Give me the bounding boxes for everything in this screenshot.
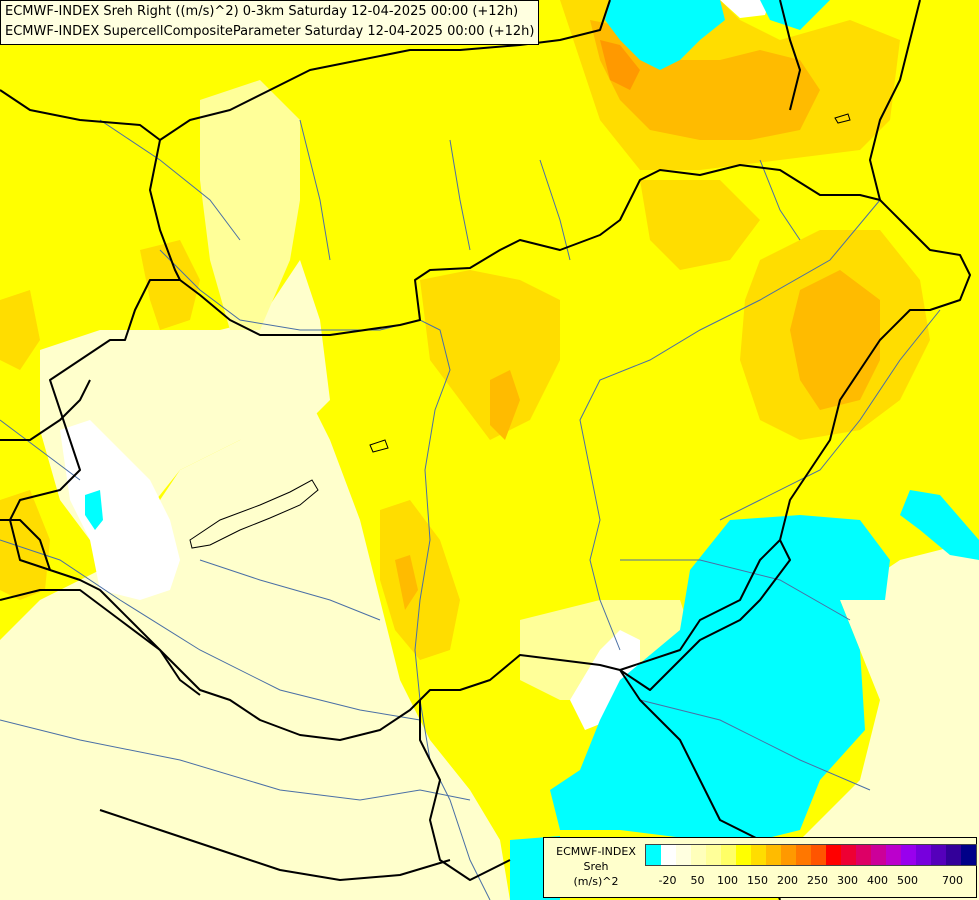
- title-scp: ECMWF-INDEX SupercellCompositeParameter …: [5, 24, 535, 39]
- lake-small-north: [834, 113, 851, 124]
- legend-tick-label: 50: [690, 874, 705, 887]
- gold-region-south-center: [380, 500, 460, 660]
- river-sava: [0, 719, 471, 801]
- gold-region-southwest-edge: [0, 490, 50, 600]
- legend-swatch: [826, 845, 841, 865]
- gold-region-northeast: [640, 180, 760, 270]
- legend-swatch: [661, 845, 676, 865]
- legend-tick-label: 700: [942, 874, 963, 887]
- river-north-2: [299, 119, 331, 261]
- legend-swatch: [871, 845, 886, 865]
- legend-tick-label: 250: [807, 874, 828, 887]
- lake-balaton: [189, 479, 319, 549]
- legend-swatch: [796, 845, 811, 865]
- legend-swatch: [811, 845, 826, 865]
- orange-spot-south-center: [395, 555, 418, 610]
- cyan-region-northeast: [760, 0, 830, 30]
- legend-tick-label: 500: [897, 874, 918, 887]
- title-sreh: ECMWF-INDEX Sreh Right ((m/s)^2) 0-3km S…: [5, 4, 519, 19]
- border-hungary: [9, 164, 971, 741]
- legend-tick-label: 100: [717, 874, 738, 887]
- lake-small-center: [369, 439, 389, 453]
- cyan-region-southeast-main: [550, 515, 890, 840]
- legend-swatch: [676, 845, 691, 865]
- gold-region-center: [420, 270, 560, 440]
- legend-swatch: [841, 845, 856, 865]
- legend-title: ECMWF-INDEX Sreh (m/s)^2: [548, 844, 644, 889]
- legend-ticks: -20 50 100 150 200 250 300 400 500 700: [645, 874, 975, 890]
- river-west-2: [0, 419, 81, 481]
- legend-tick-label: 150: [747, 874, 768, 887]
- legend-title-unit: (m/s)^2: [573, 875, 619, 888]
- river-east-1: [719, 309, 941, 521]
- border-slovenia: [0, 519, 51, 571]
- legend-swatch: [901, 845, 916, 865]
- legend-swatch: [931, 845, 946, 865]
- legend-swatch: [646, 845, 661, 865]
- legend-tick-label: 400: [867, 874, 888, 887]
- cyan-region-west-spot: [85, 490, 103, 530]
- cyan-region-east-edge: [900, 490, 979, 560]
- gold-region-west-edge: [0, 290, 40, 370]
- river-northeast: [759, 159, 801, 241]
- legend-swatches: [645, 844, 977, 866]
- legend-tick-label: -20: [658, 874, 677, 887]
- border-bottom-left: [99, 809, 451, 881]
- border-north-1: [159, 0, 611, 141]
- orange-spot-center: [490, 370, 520, 440]
- border-north-2: [869, 0, 921, 201]
- river-north-1: [99, 119, 241, 241]
- pale-yellow-region-southeast: [780, 540, 979, 900]
- legend-swatch: [706, 845, 721, 865]
- border-serbia: [419, 700, 511, 881]
- legend-swatch: [886, 845, 901, 865]
- legend-swatch: [946, 845, 961, 865]
- map-title-box: ECMWF-INDEX Sreh Right ((m/s)^2) 0-3km S…: [0, 0, 540, 45]
- gold-region-west-hungary: [140, 240, 200, 330]
- legend-swatch: [916, 845, 931, 865]
- border-austria: [0, 379, 91, 441]
- legend-swatch: [766, 845, 781, 865]
- color-legend: ECMWF-INDEX Sreh (m/s)^2 -20 50 100 150 200 2…: [543, 837, 977, 898]
- border-ukraine: [779, 0, 801, 111]
- legend-title-model: ECMWF-INDEX: [556, 845, 636, 858]
- legend-swatch: [751, 845, 766, 865]
- pale-yellow-region-southwest: [0, 400, 510, 900]
- legend-title-param: Sreh: [583, 860, 609, 873]
- rivers: [0, 119, 941, 900]
- river-drava: [0, 539, 421, 721]
- river-west-1: [199, 559, 381, 621]
- legend-tick-label: 300: [837, 874, 858, 887]
- legend-swatch: [781, 845, 796, 865]
- legend-swatch: [721, 845, 736, 865]
- legend-swatch: [736, 845, 751, 865]
- river-tisza: [579, 199, 881, 651]
- cyan-region-north: [605, 0, 725, 70]
- legend-tick-label: 200: [777, 874, 798, 887]
- white-region-north: [720, 0, 770, 18]
- border-romania: [619, 539, 791, 900]
- legend-swatch: [961, 845, 976, 865]
- light-yellow-region-center-west: [200, 80, 300, 330]
- river-north-3: [449, 139, 471, 251]
- legend-swatch: [856, 845, 871, 865]
- white-region-west: [60, 420, 180, 600]
- dark-orange-spot-north: [600, 40, 640, 90]
- river-south-2: [639, 699, 871, 791]
- river-south-1: [620, 559, 851, 621]
- legend-swatch: [691, 845, 706, 865]
- border-croatia: [0, 589, 201, 696]
